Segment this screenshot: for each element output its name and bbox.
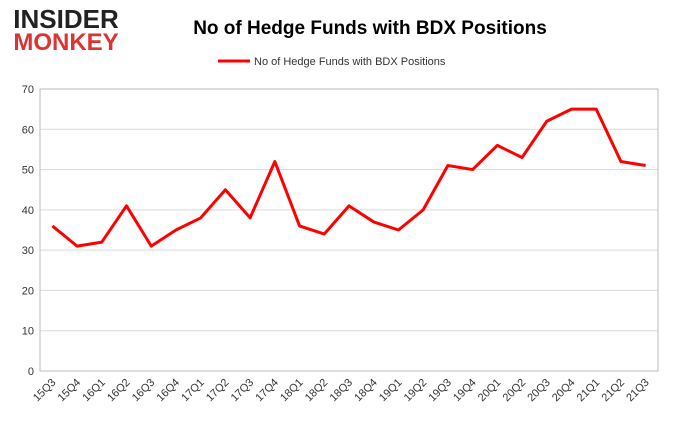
chart-title: No of Hedge Funds with BDX Positions bbox=[193, 18, 547, 39]
y-tick-label: 50 bbox=[22, 165, 34, 177]
logo-bottom: MONKEY bbox=[13, 29, 118, 56]
x-tick-label: 21Q2 bbox=[600, 377, 628, 405]
x-tick-label: 16Q2 bbox=[105, 377, 133, 405]
y-tick-label: 40 bbox=[22, 205, 34, 217]
x-tick-label: 20Q4 bbox=[550, 377, 578, 405]
x-tick-label: 15Q3 bbox=[31, 377, 59, 405]
x-tick-label: 15Q4 bbox=[56, 377, 84, 405]
y-tick-label: 60 bbox=[22, 124, 34, 136]
x-tick-label: 16Q1 bbox=[80, 377, 108, 405]
x-tick-label: 19Q4 bbox=[451, 377, 479, 405]
logo-top: INSIDER bbox=[13, 4, 119, 34]
x-tick-label: 21Q3 bbox=[624, 377, 652, 405]
x-tick-label: 18Q3 bbox=[328, 377, 356, 405]
x-tick-label: 19Q1 bbox=[377, 377, 405, 405]
x-tick-label: 20Q2 bbox=[501, 377, 529, 405]
x-tick-label: 20Q3 bbox=[525, 377, 553, 405]
y-tick-label: 0 bbox=[28, 366, 34, 378]
x-tick-label: 16Q3 bbox=[130, 377, 158, 405]
plot-border bbox=[39, 88, 659, 372]
data-line bbox=[51, 107, 646, 248]
x-tick-label: 21Q1 bbox=[575, 377, 603, 405]
x-tick-label: 18Q4 bbox=[352, 377, 380, 405]
x-tick-label: 19Q2 bbox=[402, 377, 430, 405]
x-tick-label: 18Q1 bbox=[278, 377, 306, 405]
x-tick-label: 20Q1 bbox=[476, 377, 504, 405]
x-tick-label: 16Q4 bbox=[155, 377, 183, 405]
y-tick-label: 10 bbox=[22, 326, 34, 338]
x-tick-label: 19Q3 bbox=[426, 377, 454, 405]
x-tick-label: 18Q2 bbox=[303, 377, 331, 405]
x-tick-label: 17Q2 bbox=[204, 377, 232, 405]
x-tick-label: 17Q3 bbox=[229, 377, 257, 405]
y-tick-label: 30 bbox=[22, 245, 34, 257]
legend-label: No of Hedge Funds with BDX Positions bbox=[254, 56, 446, 68]
x-tick-label: 17Q1 bbox=[179, 377, 207, 405]
y-tick-label: 70 bbox=[22, 84, 34, 96]
y-tick-label: 20 bbox=[22, 285, 34, 297]
x-tick-label: 17Q4 bbox=[253, 377, 281, 405]
